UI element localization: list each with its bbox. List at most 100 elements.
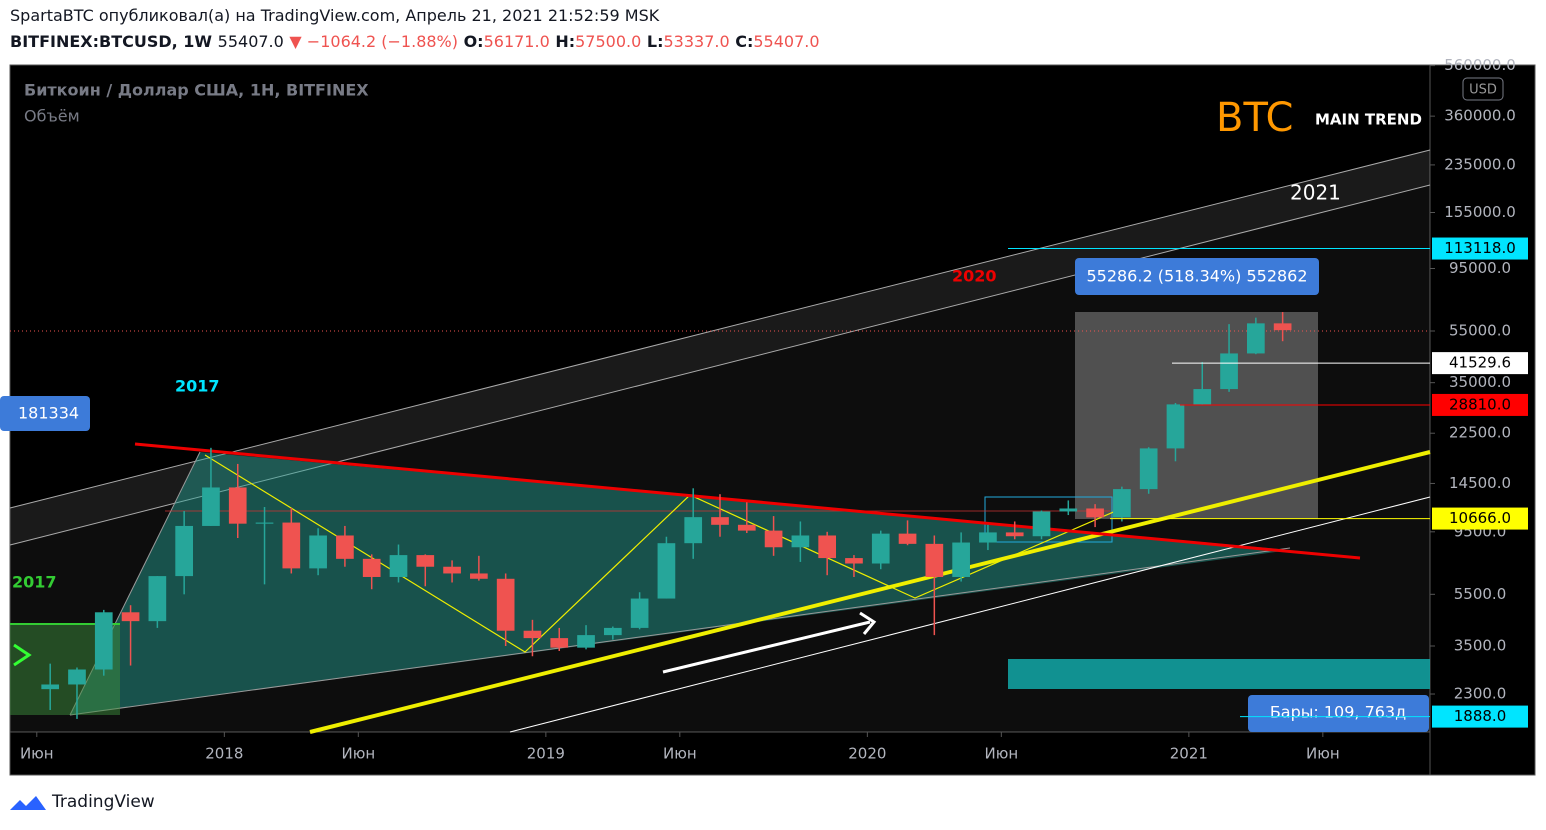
y-tick-label: 2300.0 (1454, 685, 1507, 703)
trend-line (509, 496, 1431, 733)
year-label: 2017 (175, 377, 220, 396)
currency-box (1462, 77, 1504, 101)
btc: BTC (1216, 95, 1293, 141)
candle-body (1220, 353, 1238, 390)
candle-body (309, 535, 327, 569)
x-tick-label: 2021 (1170, 745, 1208, 763)
x-tick-label: Июн (663, 745, 697, 763)
triangle (70, 452, 1290, 715)
y-tick-label: 3500.0 (1454, 637, 1507, 655)
change: ▼ −1064.2 (−1.88%) (289, 32, 458, 51)
arrow (662, 620, 871, 674)
y-tick-label: 14500.0 (1449, 474, 1511, 492)
arrow-head (859, 611, 877, 635)
price-tag-label: 28810.0 (1449, 395, 1511, 413)
measure-text: 55286.2 (518.34%) 552862 (1086, 267, 1307, 286)
candle-body (1247, 323, 1265, 354)
candle-body (791, 535, 810, 548)
logo (10, 796, 46, 810)
c: 55407.0 (753, 32, 820, 51)
candle-body (1059, 508, 1078, 512)
logo-icon (10, 796, 46, 810)
y-tick-label: 5500.0 (1454, 585, 1507, 603)
candle-body (255, 522, 274, 524)
price-tag-label: 41529.6 (1449, 354, 1511, 372)
bars-text: Бары: 109, 763д (1270, 703, 1406, 722)
candle-body (362, 558, 381, 577)
candle-body (845, 558, 863, 564)
box (984, 496, 1113, 543)
l-label: L: (646, 32, 664, 51)
candle-body (470, 573, 488, 579)
measure-label (1075, 258, 1319, 295)
chart-subtitle: Объём (24, 107, 80, 126)
candle-body (711, 517, 729, 525)
candle-body (41, 684, 60, 690)
candle-body (577, 635, 595, 648)
price-tag-label: 1888.0 (1454, 707, 1507, 725)
symbol-line: BITFINEX:BTCUSD, 1W 55407.0 ▼ −1064.2 (−… (10, 32, 820, 51)
brand: TradingView (51, 792, 155, 812)
price-tag (1432, 507, 1528, 530)
price-tag (1432, 352, 1528, 375)
x-tick-label: Июн (1306, 745, 1340, 763)
x-tick-label: 2019 (527, 745, 565, 763)
candle-body (1139, 448, 1158, 490)
symbol: BITFINEX:BTCUSD, 1W (10, 32, 213, 51)
candle-body (925, 543, 944, 577)
x-tick-label: Июн (20, 745, 54, 763)
candle-body (282, 522, 301, 569)
candle-body (764, 530, 783, 548)
price-tag-label: 113118.0 (1444, 239, 1516, 257)
candle-body (443, 566, 461, 574)
candle-body (68, 669, 86, 685)
c-label: C: (735, 32, 754, 51)
y-tick-label: 55000.0 (1449, 321, 1511, 339)
x-tick-label: Июн (341, 745, 375, 763)
candle-body (148, 576, 167, 622)
y-tick-label: 560000.0 (1444, 56, 1516, 74)
candle-body (603, 627, 622, 636)
l: 53337.0 (663, 32, 730, 51)
left-box-text: 181334 (18, 404, 79, 423)
candle-body (979, 532, 997, 543)
candle-body (898, 533, 917, 544)
candle-body (1086, 508, 1104, 518)
candle-body (871, 533, 890, 564)
measure-box (1075, 312, 1318, 519)
candles (41, 312, 1292, 719)
candle-body (416, 555, 435, 567)
candle-body (550, 638, 569, 648)
candle-body (630, 598, 649, 628)
candle-body (1193, 389, 1212, 405)
x-tick-label: Июн (984, 745, 1018, 763)
trend-line (309, 450, 1431, 734)
candle-body (121, 612, 140, 622)
channel-line (9, 149, 1431, 509)
y-tick-label: 235000.0 (1444, 155, 1516, 173)
candle-body (737, 524, 756, 531)
y-tick-label: 155000.0 (1444, 203, 1516, 221)
candle-body (1166, 404, 1185, 449)
channel-fill (10, 185, 1430, 732)
left-box (0, 396, 90, 431)
year-label: 2017 (12, 573, 57, 592)
candle-body (336, 535, 354, 559)
price-tag-label: 10666.0 (1449, 509, 1511, 527)
x-tick-label: 2020 (848, 745, 886, 763)
candle-body (389, 555, 408, 577)
candle-body (202, 487, 220, 526)
last: 55407.0 (217, 32, 284, 51)
h: 57500.0 (575, 32, 642, 51)
candle-body (1005, 532, 1024, 537)
candle-body (952, 542, 970, 577)
candle-body (1113, 489, 1131, 518)
candle-body (684, 517, 703, 544)
candle-body (228, 487, 247, 524)
y-tick-label: 22500.0 (1449, 424, 1511, 442)
year-label: 2021 (1290, 181, 1341, 205)
h-label: H: (555, 32, 576, 51)
triangle-line (69, 547, 1291, 716)
